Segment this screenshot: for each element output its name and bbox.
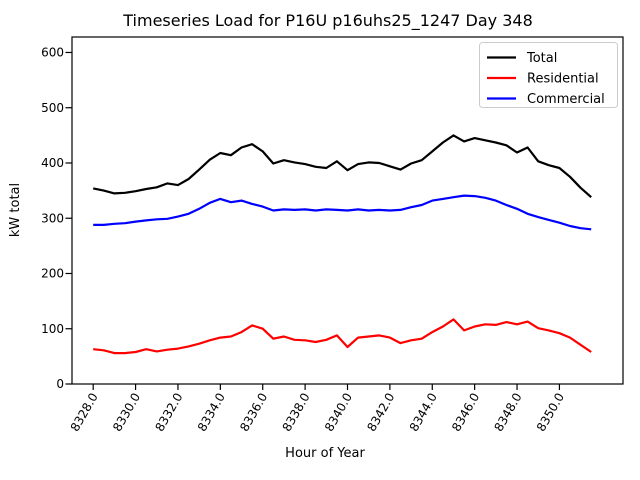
y-tick-label: 0	[56, 377, 64, 391]
legend-box	[479, 42, 618, 108]
y-axis-ticks: 0 100 200 300 400 500 600	[41, 46, 72, 391]
x-tick-label: 8342.0	[364, 391, 397, 434]
x-tick-label: 8334.0	[195, 391, 228, 434]
x-tick-label: 8346.0	[449, 391, 482, 434]
legend-label-residential: Residential	[527, 72, 599, 87]
x-tick-label: 8336.0	[237, 391, 270, 434]
x-tick-label: 8340.0	[322, 391, 355, 434]
chart-title: Timeseries Load for P16U p16uhs25_1247 D…	[122, 11, 533, 31]
series-line-commercial	[93, 194, 592, 231]
legend: Total Residential Commercial	[479, 42, 618, 108]
y-tick-label: 500	[41, 101, 64, 115]
y-tick-label: 600	[41, 46, 64, 60]
y-tick-label: 400	[41, 156, 64, 170]
y-tick-label: 200	[41, 267, 64, 281]
y-axis-label: kW total	[8, 183, 23, 237]
x-axis-ticks: 8328.0 8330.0 8332.0 8334.0 8336.0 8338.0 8340…	[68, 384, 567, 434]
series-line-total	[92, 134, 592, 199]
x-tick-label: 8328.0	[68, 391, 101, 434]
x-tick-label: 8350.0	[534, 391, 567, 434]
x-axis-label: Hour of Year	[285, 446, 365, 461]
x-tick-label: 8330.0	[110, 391, 143, 434]
x-tick-label: 8332.0	[152, 391, 185, 434]
x-tick-label: 8344.0	[407, 391, 440, 434]
x-tick-label: 8348.0	[492, 391, 525, 434]
legend-label-commercial: Commercial	[527, 92, 605, 107]
y-tick-label: 300	[41, 211, 64, 225]
legend-label-total: Total	[526, 51, 557, 66]
series-lines	[92, 134, 592, 355]
y-tick-label: 100	[41, 322, 64, 336]
x-tick-label: 8338.0	[280, 391, 313, 434]
series-line-residential	[93, 318, 592, 355]
